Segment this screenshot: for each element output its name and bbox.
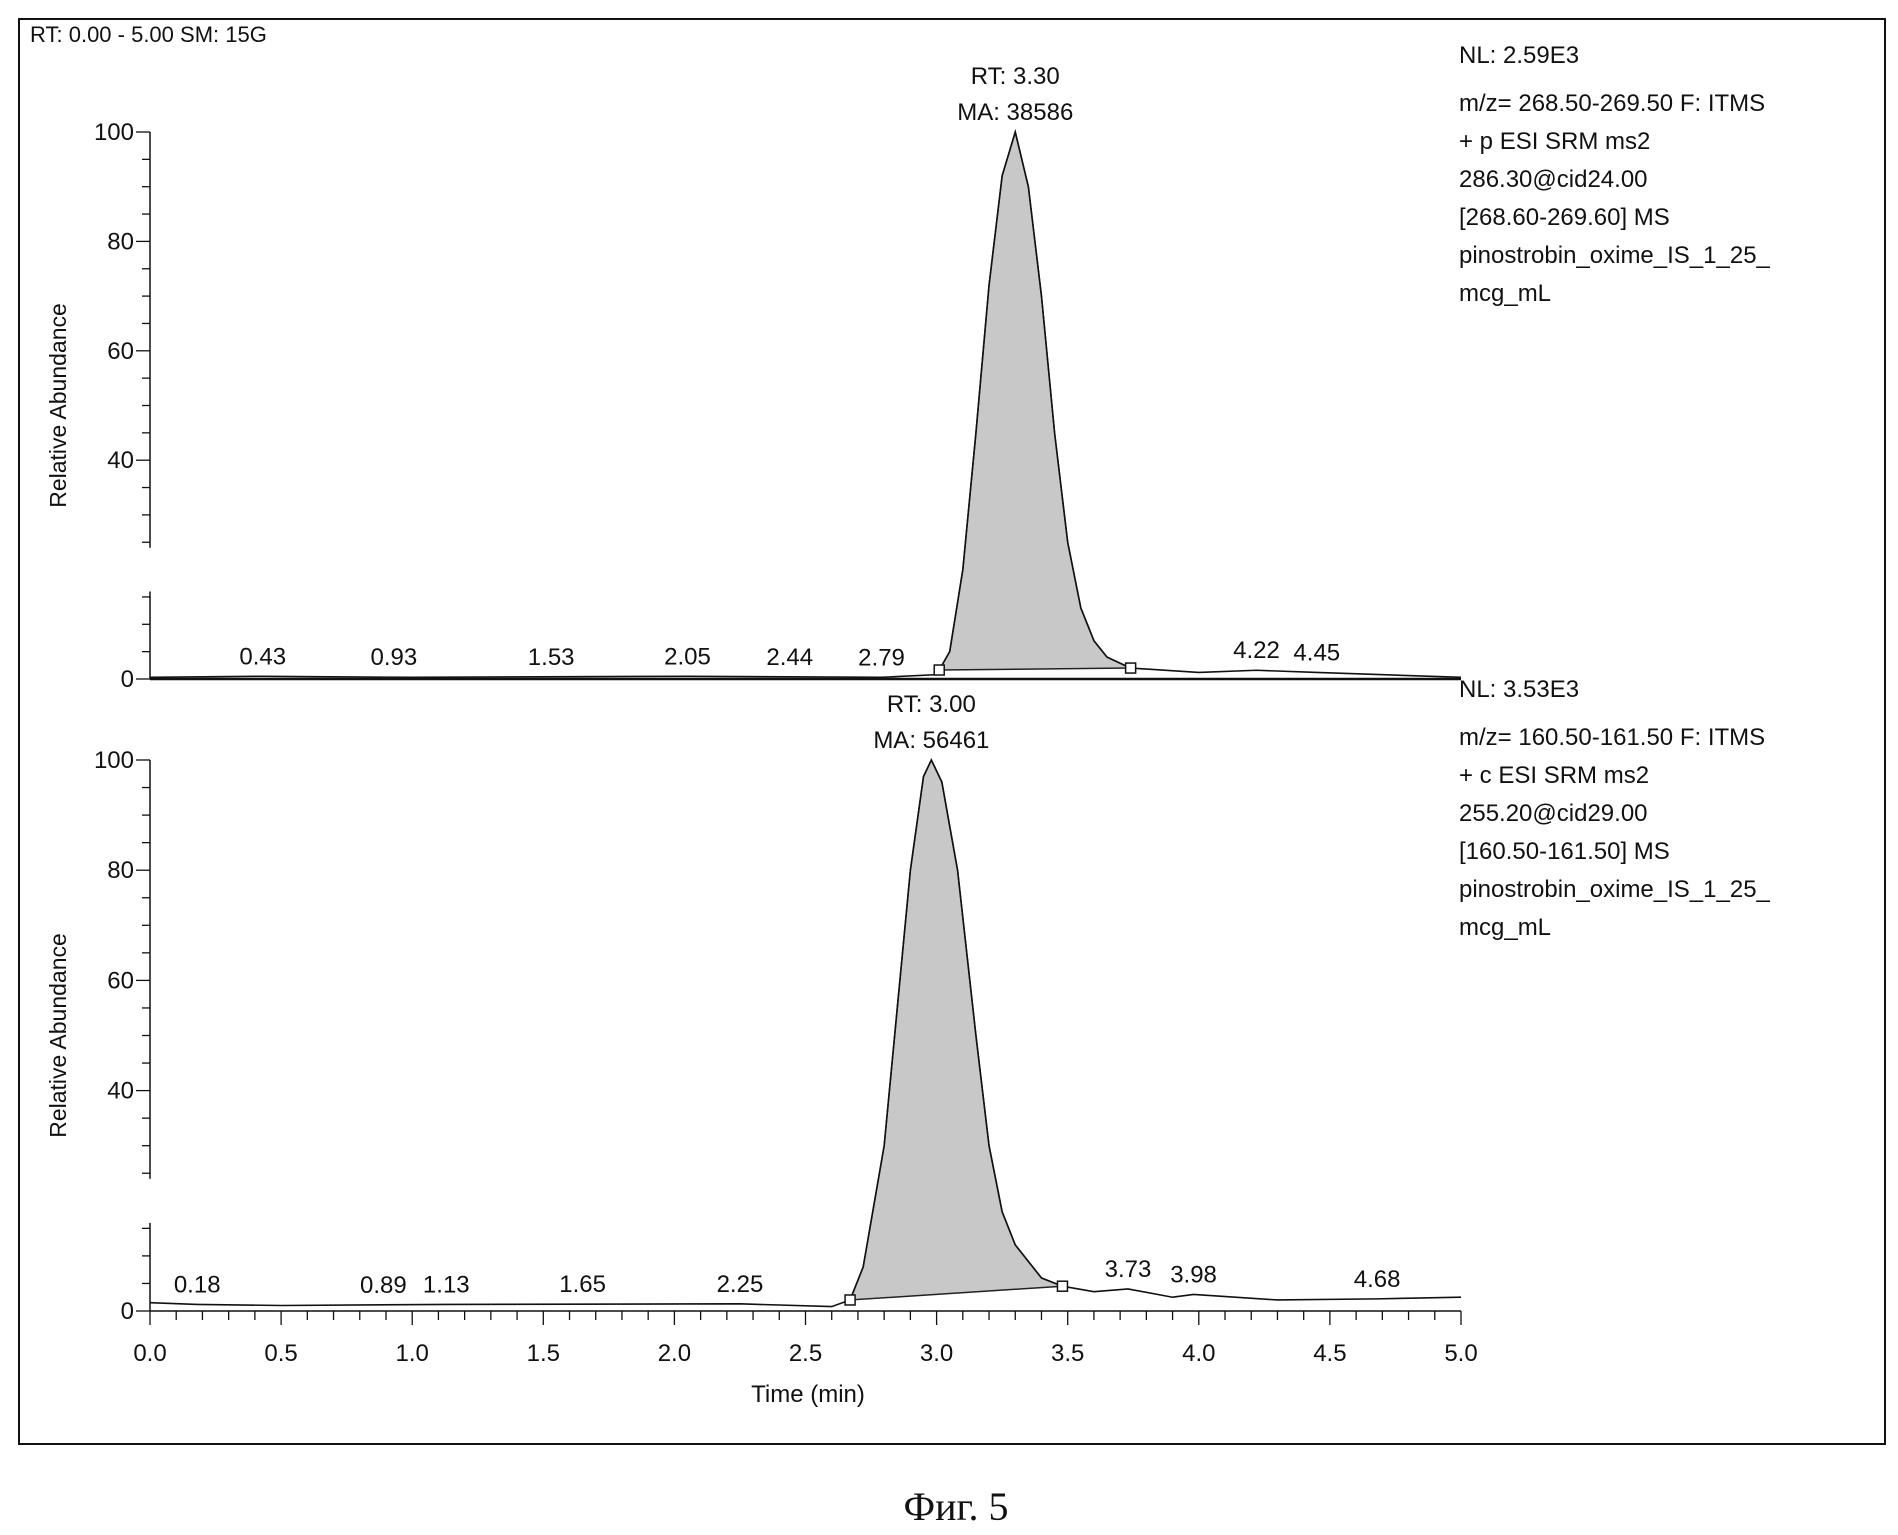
peak-rt-label: 2.44 — [766, 644, 813, 671]
integration-marker — [934, 665, 944, 675]
y-tick-label: 100 — [94, 747, 134, 774]
peak-rt-label: 3.98 — [1170, 1261, 1217, 1288]
figure-caption: Фиг. 5 — [904, 1484, 1009, 1529]
bottom-chromatogram-panel: 0 40 60 80 100 Relative Abundance 0.0 0.5 1.0 1.5… — [45, 676, 1771, 1367]
x-tick-label: 3.5 — [1051, 1340, 1084, 1367]
scan-info-line: [268.60-269.60] MS — [1459, 204, 1670, 231]
scan-info-line: 255.20@cid29.00 — [1459, 800, 1648, 827]
x-axis-title: Time (min) — [751, 1381, 865, 1408]
x-tick-label: 3.0 — [920, 1340, 953, 1367]
peak-rt-label: 0.89 — [360, 1272, 407, 1299]
y-tick-label: 0 — [121, 1298, 134, 1325]
scan-info-line: + p ESI SRM ms2 — [1459, 128, 1650, 155]
integration-marker — [1057, 1281, 1067, 1291]
peak-rt-label: 1.13 — [423, 1271, 470, 1298]
x-tick-label: 0.5 — [264, 1340, 297, 1367]
integration-marker — [1126, 663, 1136, 673]
x-tick-label: 5.0 — [1444, 1340, 1477, 1367]
scan-info-line: + c ESI SRM ms2 — [1459, 762, 1649, 789]
y-tick-label: 40 — [107, 447, 134, 474]
x-tick-label: 2.5 — [789, 1340, 822, 1367]
y-axis-title: Relative Abundance — [45, 933, 71, 1138]
scan-info-line: m/z= 160.50-161.50 F: ITMS — [1459, 724, 1765, 751]
scan-info-line: NL: 3.53E3 — [1459, 676, 1579, 703]
peak-rt-label: 0.43 — [239, 643, 286, 670]
x-tick-label: 1.5 — [527, 1340, 560, 1367]
integrated-peak-area — [850, 760, 1062, 1300]
peak-rt-label: 4.45 — [1293, 639, 1340, 666]
top-chromatogram-panel: 0 40 60 80 100 Relative Abundance 0.43 0.93 1.53… — [45, 42, 1771, 693]
y-axis-title: Relative Abundance — [45, 303, 71, 508]
peak-rt-label: 1.65 — [559, 1271, 606, 1298]
integrated-peak-area — [939, 132, 1130, 670]
peak-rt-label: 4.68 — [1354, 1266, 1401, 1293]
peak-rt-label: 2.79 — [858, 644, 905, 671]
apex-rt-label: RT: 3.30 — [971, 63, 1060, 90]
scan-info-line: NL: 2.59E3 — [1459, 42, 1579, 69]
x-tick-label: 4.0 — [1182, 1340, 1215, 1367]
scan-info-line: 286.30@cid24.00 — [1459, 166, 1648, 193]
x-tick-label: 0.0 — [133, 1340, 166, 1367]
peak-rt-label: 0.18 — [174, 1271, 221, 1298]
x-tick-label: 1.0 — [396, 1340, 429, 1367]
y-tick-label: 40 — [107, 1078, 134, 1105]
scan-info-line: pinostrobin_oxime_IS_1_25_ — [1459, 876, 1771, 903]
integration-marker — [845, 1295, 855, 1305]
scan-info-line: [160.50-161.50] MS — [1459, 838, 1670, 865]
peak-rt-label: 3.73 — [1105, 1256, 1152, 1283]
scan-info-line: pinostrobin_oxime_IS_1_25_ — [1459, 242, 1771, 269]
peak-rt-label: 0.93 — [370, 644, 417, 671]
scan-info-line: mcg_mL — [1459, 280, 1551, 307]
scan-info-line: m/z= 268.50-269.50 F: ITMS — [1459, 90, 1765, 117]
peak-rt-label: 2.05 — [664, 643, 711, 670]
apex-area-label: MA: 38586 — [957, 99, 1073, 126]
x-tick-label: 2.0 — [658, 1340, 691, 1367]
y-tick-label: 100 — [94, 119, 134, 146]
chromatogram-trace — [150, 760, 1461, 1307]
scan-info-line: mcg_mL — [1459, 914, 1551, 941]
chromatogram-trace — [150, 132, 1461, 677]
y-tick-label: 0 — [121, 666, 134, 693]
peak-rt-label: 1.53 — [528, 644, 575, 671]
x-tick-label: 4.5 — [1313, 1340, 1346, 1367]
apex-rt-label: RT: 3.00 — [887, 691, 976, 718]
y-tick-label: 60 — [107, 338, 134, 365]
apex-area-label: MA: 56461 — [873, 727, 989, 754]
peak-rt-label: 2.25 — [717, 1271, 764, 1298]
y-tick-label: 80 — [107, 228, 134, 255]
peak-rt-label: 4.22 — [1233, 637, 1280, 664]
y-tick-label: 60 — [107, 967, 134, 994]
y-tick-label: 80 — [107, 857, 134, 884]
chromatogram-figure: RT: 0.00 - 5.00 SM: 15G 0 40 60 80 100 Relati… — [0, 0, 1898, 1535]
range-header: RT: 0.00 - 5.00 SM: 15G — [30, 22, 267, 47]
